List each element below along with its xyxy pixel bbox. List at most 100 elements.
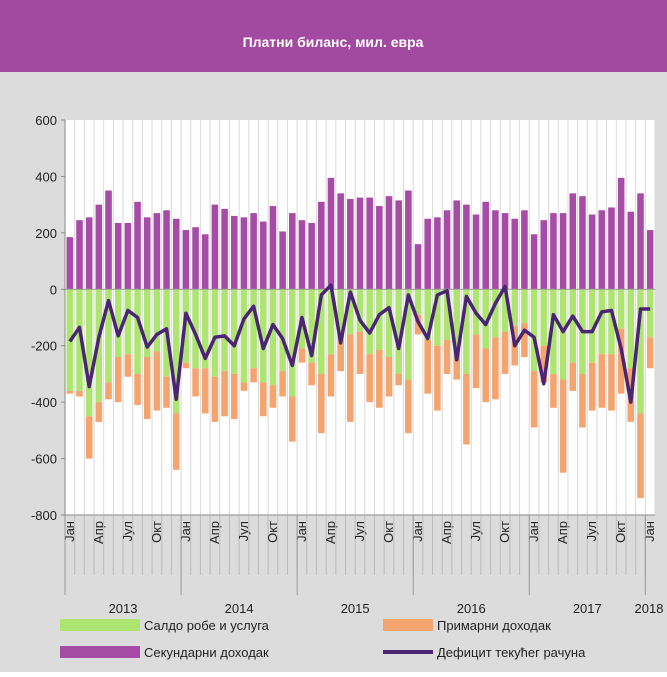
bar xyxy=(443,289,451,341)
bar xyxy=(627,211,635,290)
legend-swatch xyxy=(383,619,433,631)
bar xyxy=(192,368,199,397)
bar xyxy=(85,217,93,290)
bar xyxy=(550,373,557,408)
bar xyxy=(443,210,451,290)
bar xyxy=(588,362,596,411)
bar xyxy=(250,213,257,290)
x-tick-label: Јул xyxy=(468,521,483,541)
year-label: 2017 xyxy=(573,601,602,616)
bar xyxy=(608,354,615,411)
bar xyxy=(124,289,132,355)
bar xyxy=(114,357,122,403)
bar xyxy=(366,197,373,290)
bar xyxy=(134,373,141,405)
bar xyxy=(637,289,644,414)
bar xyxy=(385,196,393,290)
bar xyxy=(221,208,228,290)
bar xyxy=(482,348,490,403)
bar xyxy=(95,204,103,290)
bar xyxy=(347,199,354,290)
bar xyxy=(492,289,499,338)
x-tick-label: Апр xyxy=(323,521,338,544)
legend-swatch xyxy=(60,646,140,658)
bar xyxy=(134,201,141,290)
bar xyxy=(114,222,122,290)
bar xyxy=(143,357,151,420)
bar xyxy=(172,218,180,290)
bar xyxy=(376,289,383,350)
bar xyxy=(124,222,132,290)
x-tick-label: Апр xyxy=(555,521,570,544)
bar xyxy=(105,190,112,290)
bar xyxy=(434,289,441,346)
bar xyxy=(114,289,122,357)
bar xyxy=(405,190,412,290)
bar xyxy=(95,402,103,422)
bar xyxy=(617,328,625,394)
bar xyxy=(366,289,373,355)
bar xyxy=(279,289,286,372)
x-tick-label: Јан xyxy=(62,521,77,542)
bar xyxy=(318,201,325,290)
bar xyxy=(511,289,519,326)
x-tick-label: Јан xyxy=(642,521,657,542)
bar xyxy=(289,213,296,290)
bar xyxy=(559,213,567,290)
chart-title: Платни биланс, мил. евра xyxy=(243,34,424,50)
bar xyxy=(366,354,373,403)
bar xyxy=(385,357,393,397)
bar xyxy=(143,217,151,290)
bar xyxy=(598,354,606,408)
bar xyxy=(414,289,422,315)
bar xyxy=(559,379,567,473)
bar xyxy=(172,413,180,470)
bar xyxy=(501,213,509,290)
bar xyxy=(443,340,451,374)
x-tick-label: Јан xyxy=(410,521,425,542)
x-tick-label: Јул xyxy=(584,521,599,541)
bar xyxy=(472,334,480,389)
bar xyxy=(424,289,431,341)
bar xyxy=(569,362,577,391)
bar xyxy=(269,385,277,408)
bar xyxy=(240,217,248,290)
bar xyxy=(250,289,257,369)
bar xyxy=(230,289,238,374)
x-tick-label: Јул xyxy=(352,521,367,541)
bar xyxy=(646,230,654,290)
bar xyxy=(211,289,219,377)
bar xyxy=(289,289,296,397)
bar xyxy=(453,348,461,380)
bar xyxy=(540,289,548,346)
bar xyxy=(298,348,306,363)
bar xyxy=(637,193,644,290)
bar xyxy=(153,351,161,411)
x-tick-label: Окт xyxy=(497,521,512,543)
x-tick-label: Апр xyxy=(91,521,106,544)
legend-label: Салдо робе и услуга xyxy=(144,618,270,633)
bar xyxy=(337,289,344,332)
bar xyxy=(337,193,344,290)
bar xyxy=(308,289,315,363)
bar xyxy=(163,376,170,408)
bar xyxy=(608,207,615,290)
bar xyxy=(453,200,461,290)
bar xyxy=(530,371,538,428)
bar xyxy=(482,201,490,290)
bar xyxy=(66,237,74,290)
x-tick-label: Јул xyxy=(236,521,251,541)
bar xyxy=(405,289,412,380)
bar xyxy=(395,200,402,290)
x-tick-label: Окт xyxy=(149,521,164,543)
bar xyxy=(424,218,431,290)
bar xyxy=(337,331,344,372)
bar xyxy=(327,289,335,355)
bar xyxy=(153,289,161,352)
bar xyxy=(259,289,267,383)
bar xyxy=(472,214,480,290)
bar xyxy=(550,213,557,290)
bar xyxy=(221,289,228,372)
bar xyxy=(76,220,83,290)
